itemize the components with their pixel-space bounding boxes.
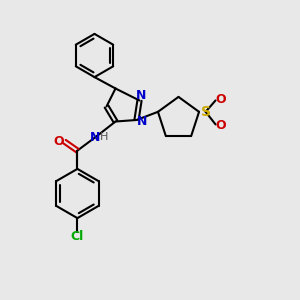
Text: N: N <box>136 88 146 102</box>
Text: O: O <box>215 119 226 132</box>
Text: O: O <box>215 93 226 106</box>
Text: Cl: Cl <box>71 230 84 244</box>
Text: H: H <box>100 132 108 142</box>
Text: S: S <box>201 105 211 119</box>
Text: O: O <box>54 135 64 148</box>
Text: N: N <box>137 115 147 128</box>
Text: N: N <box>90 130 100 144</box>
